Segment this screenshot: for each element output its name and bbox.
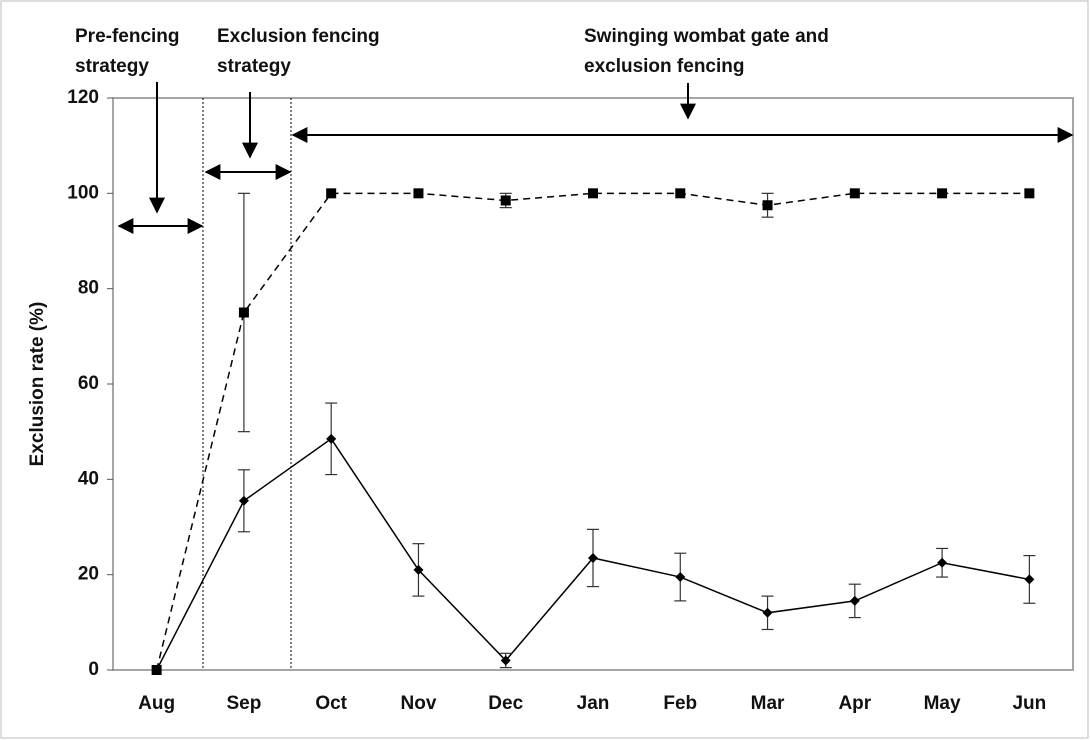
annotation: strategy (75, 56, 149, 77)
x-tick-label: Jun (1012, 693, 1046, 714)
y-tick-label: 80 (78, 278, 99, 299)
y-tick-label: 120 (67, 87, 99, 108)
marker (675, 572, 686, 583)
y-tick-label: 60 (78, 373, 99, 394)
marker (1024, 574, 1035, 585)
marker (849, 188, 860, 199)
marker (413, 564, 424, 575)
x-tick-label: Sep (226, 693, 261, 714)
y-tick-label: 0 (88, 659, 99, 680)
marker (762, 200, 773, 211)
x-tick-label: Apr (838, 693, 871, 714)
annotation-arrows (117, 82, 1074, 234)
annotation: exclusion fencing (584, 56, 744, 77)
marker (326, 433, 337, 444)
x-tick-label: Feb (663, 693, 697, 714)
x-tick-label: Mar (751, 693, 785, 714)
annotation: Swinging wombat gate and (584, 26, 829, 47)
marker (588, 552, 598, 563)
annotation: Pre-fencing (75, 26, 180, 47)
marker (238, 307, 249, 318)
marker (1024, 188, 1035, 199)
marker (849, 595, 860, 606)
series-line (155, 192, 1030, 671)
x-tick-label: May (924, 693, 961, 714)
y-tick-label: 100 (67, 182, 99, 203)
y-tick-label: 20 (78, 564, 99, 585)
marker (326, 188, 337, 199)
marker (500, 655, 511, 666)
marker (500, 195, 511, 206)
annotation: Exclusion fencing (217, 26, 380, 47)
marker (675, 188, 686, 199)
marker (413, 188, 424, 199)
marker (762, 607, 773, 618)
y-axis-label: Exclusion rate (%) (27, 302, 48, 467)
x-tick-label: Dec (488, 693, 523, 714)
marker (151, 665, 162, 675)
x-tick-label: Jan (577, 693, 610, 714)
annotation: strategy (217, 56, 291, 77)
x-tick-label: Nov (401, 693, 437, 714)
y-tick-label: 40 (78, 468, 99, 489)
marker (238, 495, 249, 506)
x-tick-label: Aug (138, 693, 175, 714)
marker (937, 557, 948, 568)
marker (588, 188, 598, 199)
marker (937, 188, 948, 199)
x-tick-label: Oct (315, 693, 347, 714)
